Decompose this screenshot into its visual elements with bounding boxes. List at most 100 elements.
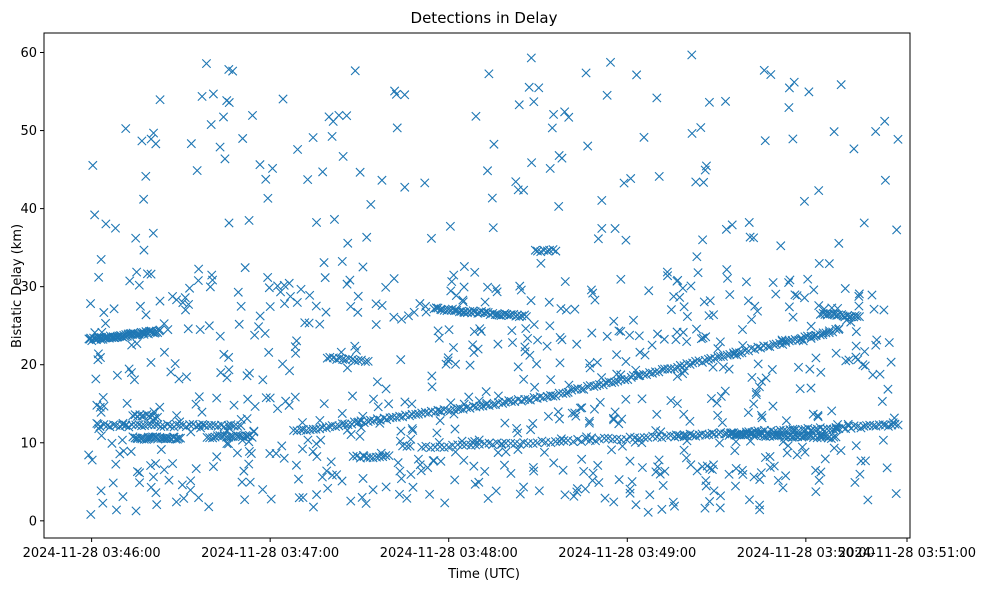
detection-marker [556, 303, 566, 314]
detection-marker [526, 425, 536, 435]
detection-marker [668, 497, 678, 507]
detection-marker [285, 291, 296, 302]
detection-marker [148, 415, 158, 426]
detection-marker [855, 469, 865, 479]
detection-marker [137, 136, 147, 146]
detection-marker [320, 273, 330, 283]
detection-markers [84, 50, 903, 520]
detection-marker [554, 201, 564, 212]
detection-marker [652, 409, 662, 419]
detection-marker [155, 402, 165, 412]
detection-marker [400, 90, 410, 100]
detection-marker [481, 387, 491, 397]
detection-marker-track-D [706, 353, 716, 363]
detection-marker-track-J [148, 432, 158, 442]
detection-marker [799, 293, 810, 303]
detection-marker [396, 426, 406, 436]
detection-marker [706, 393, 716, 404]
detection-marker [581, 68, 591, 78]
detection-marker [469, 461, 479, 471]
detection-marker [756, 468, 766, 478]
detection-marker [708, 362, 718, 372]
detection-marker [87, 455, 97, 465]
detection-marker-track-M [381, 451, 391, 461]
detection-marker [327, 470, 337, 480]
detection-marker [827, 303, 837, 313]
detection-marker [515, 281, 525, 291]
detection-marker [624, 330, 635, 340]
detection-marker [756, 410, 767, 420]
detection-marker-track-C [513, 394, 523, 405]
detection-marker [458, 297, 468, 307]
detection-marker-track-B [108, 420, 119, 430]
detection-marker [705, 296, 715, 306]
detection-marker [440, 498, 450, 508]
detection-marker-track-H [753, 429, 763, 439]
detection-marker [446, 286, 456, 296]
detection-marker [737, 465, 747, 475]
detection-marker [647, 340, 657, 350]
y-axis-label: Bistatic Delay (km) [10, 224, 25, 348]
detection-marker [297, 417, 308, 428]
detection-marker [139, 194, 149, 204]
detection-marker [653, 462, 663, 472]
detection-marker [405, 441, 415, 451]
detection-marker [806, 383, 816, 393]
detection-marker [687, 50, 697, 60]
detection-marker [275, 287, 286, 297]
detection-marker [818, 330, 828, 340]
detection-marker [377, 175, 387, 185]
detection-marker [110, 223, 121, 233]
detection-marker [586, 285, 596, 295]
detection-marker-track-H [831, 432, 841, 442]
detection-marker [778, 483, 788, 493]
detection-marker-track-M [348, 451, 358, 462]
detection-marker [795, 384, 805, 394]
detection-marker [587, 475, 598, 486]
detection-marker [713, 410, 723, 420]
detection-marker [831, 424, 842, 434]
detection-marker [146, 482, 156, 492]
detection-marker [186, 427, 196, 437]
detection-marker [806, 333, 816, 343]
detection-marker-track-L [325, 352, 335, 362]
detection-marker [781, 471, 791, 481]
detection-marker [272, 404, 283, 414]
detection-marker [148, 472, 159, 482]
detection-marker [715, 337, 725, 347]
detection-marker [616, 274, 626, 284]
detection-marker [560, 276, 570, 287]
detection-marker [530, 382, 540, 392]
detection-marker [197, 91, 207, 102]
detection-marker [327, 131, 337, 142]
detection-marker [569, 491, 579, 501]
detection-marker [475, 324, 485, 334]
detection-marker-track-G [849, 421, 859, 431]
detection-marker [389, 312, 399, 322]
detection-marker [258, 484, 268, 495]
detection-marker [871, 126, 881, 137]
x-axis-label: Time (UTC) [447, 567, 520, 582]
detection-marker-track-G [856, 423, 866, 433]
detection-marker [212, 452, 222, 462]
detection-marker [720, 96, 731, 106]
detection-marker [357, 492, 367, 502]
detection-marker [185, 485, 196, 495]
detection-marker [238, 133, 248, 144]
detection-marker [263, 272, 273, 283]
detection-marker [572, 487, 582, 497]
detection-marker-track-C [337, 419, 347, 429]
detection-marker [362, 232, 372, 242]
detection-marker [743, 407, 753, 418]
detection-marker-track-J [175, 433, 186, 443]
detection-marker [373, 402, 383, 412]
detection-marker [634, 371, 644, 381]
detection-marker [179, 493, 189, 503]
detection-marker-track-D [675, 360, 685, 370]
detection-marker [425, 489, 435, 499]
detection-marker [619, 178, 629, 188]
detection-marker [267, 163, 278, 173]
detection-marker [850, 477, 860, 488]
detection-marker [741, 277, 752, 287]
detection-marker-track-D [780, 336, 791, 346]
